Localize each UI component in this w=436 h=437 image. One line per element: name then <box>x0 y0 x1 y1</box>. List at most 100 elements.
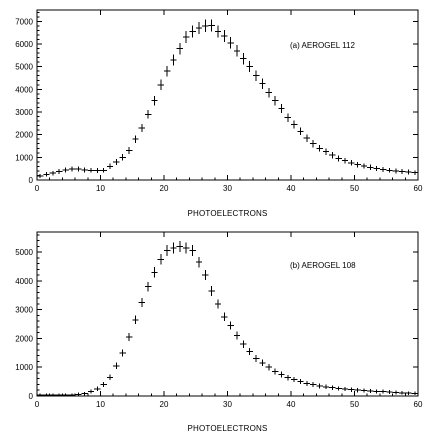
y-tick-label: 0 <box>29 176 34 185</box>
data-point <box>151 95 158 106</box>
y-tick-label: 7000 <box>15 17 33 26</box>
plot-frame <box>36 231 419 397</box>
data-point <box>202 19 209 33</box>
data-point <box>176 240 184 252</box>
data-point <box>68 166 76 172</box>
x-tick-label: 0 <box>35 400 40 409</box>
data-point <box>214 25 222 38</box>
x-tick-label: 40 <box>287 184 296 193</box>
data-point <box>265 364 272 371</box>
data-point <box>360 388 368 393</box>
data-point <box>252 70 260 82</box>
data-point <box>119 349 126 357</box>
data-point <box>176 42 184 55</box>
x-tick-label: 60 <box>414 184 423 193</box>
data-point <box>113 362 120 369</box>
data-point <box>284 113 291 123</box>
y-tick-label: 1000 <box>15 153 33 162</box>
y-tick-label: 0 <box>29 392 34 401</box>
data-point <box>392 168 399 174</box>
data-point <box>100 382 107 387</box>
data-point <box>164 65 171 77</box>
data-point <box>329 385 336 390</box>
data-point <box>259 78 266 89</box>
data-point <box>354 161 361 168</box>
data-point <box>335 386 342 391</box>
data-point <box>195 256 203 268</box>
data-point <box>271 95 279 106</box>
y-tick-label: 3000 <box>15 306 33 315</box>
data-point <box>227 36 234 49</box>
panel-annotation: (a) AEROGEL 112 <box>290 41 355 50</box>
data-point <box>94 386 101 391</box>
data-point <box>100 167 107 173</box>
data-point <box>310 382 317 387</box>
data-point <box>291 376 298 383</box>
data-point <box>170 54 177 66</box>
data-point <box>360 163 368 169</box>
data-point <box>354 388 361 393</box>
data-point <box>252 355 260 362</box>
x-axis-label: PHOTOELECTRONS <box>188 424 268 433</box>
data-point <box>246 61 253 73</box>
data-point <box>373 389 380 394</box>
data-point <box>37 393 44 397</box>
data-point <box>398 169 406 174</box>
data-point <box>138 297 145 308</box>
data-point <box>329 151 336 159</box>
data-point <box>68 393 76 397</box>
x-tick-label: 10 <box>96 400 105 409</box>
x-tick-label: 10 <box>96 184 105 193</box>
data-point <box>278 371 285 378</box>
data-point <box>341 386 349 392</box>
data-point <box>94 168 101 173</box>
plot-frame <box>36 9 419 181</box>
data-point <box>183 31 190 44</box>
data-point <box>138 123 145 132</box>
data-point <box>386 167 393 173</box>
data-point <box>106 163 114 170</box>
data-point <box>259 359 266 367</box>
data-point <box>62 167 69 173</box>
data-point <box>348 159 355 166</box>
data-point <box>271 368 279 375</box>
y-tick-label: 3000 <box>15 108 33 117</box>
data-point <box>56 393 63 397</box>
data-point <box>233 45 241 57</box>
data-point <box>379 166 387 172</box>
panel-b-aerogel-108: 0 10 20 30 40 50 60 0 1000 2000 3000 4000 5000 PHOTOE… <box>15 231 423 433</box>
x-tick-label: 0 <box>35 184 40 193</box>
data-point <box>291 120 298 129</box>
x-tick-label: 50 <box>350 400 359 409</box>
data-point <box>43 172 50 177</box>
y-tick-label: 6000 <box>15 40 33 49</box>
data-point <box>81 391 88 396</box>
data-point <box>316 383 323 389</box>
data-point <box>208 286 215 296</box>
y-tick-label: 2000 <box>15 334 33 343</box>
data-point <box>106 374 114 381</box>
x-tick-label: 20 <box>160 400 169 409</box>
data-point <box>151 267 158 278</box>
data-point <box>49 170 57 176</box>
data-point <box>75 392 82 396</box>
y-tick-label: 5000 <box>15 248 33 257</box>
data-point <box>227 321 234 330</box>
data-point <box>310 140 317 148</box>
data-point <box>303 134 311 142</box>
data-point <box>37 173 44 178</box>
data-point <box>49 393 57 397</box>
data-point <box>367 389 374 394</box>
y-tick-label: 1000 <box>15 363 33 372</box>
data-point <box>297 379 304 385</box>
x-tick-label: 20 <box>160 184 169 193</box>
data-point <box>367 164 374 170</box>
data-point <box>278 104 285 114</box>
data-point <box>411 391 418 396</box>
data-point <box>208 19 215 32</box>
y-tick-label: 5000 <box>15 63 33 72</box>
data-point <box>316 144 323 152</box>
x-tick-label: 40 <box>287 400 296 409</box>
